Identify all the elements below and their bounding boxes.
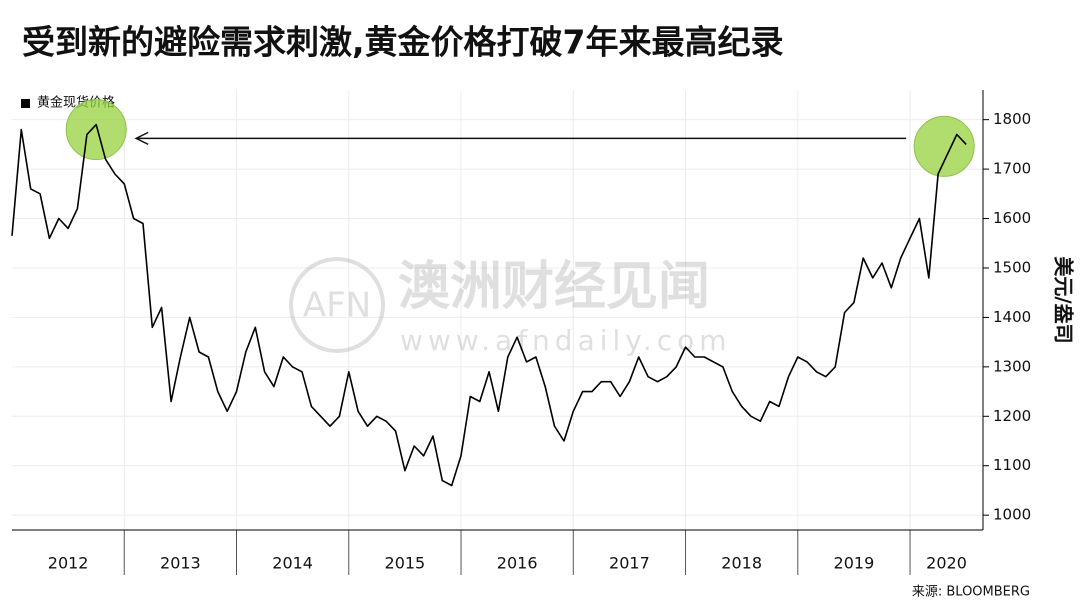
y-tick-label: 1600: [993, 209, 1031, 227]
x-tick-label: 2020: [926, 554, 967, 573]
y-tick-label: 1200: [993, 407, 1031, 425]
x-tick-label: 2015: [385, 554, 426, 573]
x-tick-label: 2014: [272, 554, 313, 573]
x-tick-label: 2018: [721, 554, 762, 573]
x-tick-label: 2017: [609, 554, 650, 573]
grid: [12, 90, 983, 530]
watermark-name: 澳洲财经见闻: [398, 257, 710, 317]
y-tick-label: 1100: [993, 456, 1031, 474]
y-tick-label: 1500: [993, 258, 1031, 276]
y-axis-label: 美元/盎司: [1052, 256, 1076, 343]
arrow-head: [134, 131, 149, 146]
y-tick-label: 1300: [993, 357, 1031, 375]
source: 来源: BLOOMBERG: [912, 585, 1030, 600]
highlight: [65, 99, 127, 161]
legend-swatch: [21, 99, 30, 108]
chart-title: 受到新的避险需求刺激,黄金价格打破7年来最高纪录: [22, 23, 784, 62]
watermark-url: www.afndaily.com: [400, 324, 732, 357]
x-tick-label: 2019: [834, 554, 875, 573]
highlight: [913, 115, 975, 177]
x-tick-label: 2012: [48, 554, 89, 573]
price-line: [11, 123, 967, 487]
x-tick-label: 2016: [497, 554, 538, 573]
y-tick-label: 1400: [993, 308, 1031, 326]
y-tick-label: 1700: [993, 160, 1031, 178]
watermark: AFN 澳洲财经见闻 www.afndaily.com: [289, 257, 732, 357]
watermark-logo: AFN: [303, 286, 371, 326]
watermark-ring: [289, 257, 385, 353]
y-tick-label: 1000: [993, 506, 1031, 524]
x-tick-label: 2013: [160, 554, 201, 573]
y-tick-label: 1800: [993, 110, 1031, 128]
